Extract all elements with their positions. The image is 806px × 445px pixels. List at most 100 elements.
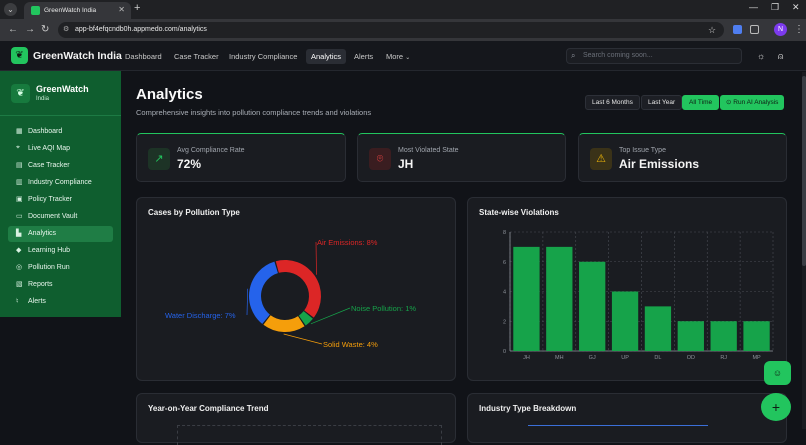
extension-icon[interactable] <box>733 25 742 34</box>
favicon-icon <box>31 6 40 15</box>
browser-tab-title: GreenWatch India <box>44 7 97 14</box>
site-info-icon[interactable]: ⚙ <box>63 26 70 33</box>
sun-icon[interactable]: ☼ <box>757 51 766 61</box>
yoy-trend-card: Year-on-Year Compliance Trend <box>136 393 456 445</box>
url-text: app-bf4efqcndb0h.appmedo.com/analytics <box>75 26 207 33</box>
sidebar-item-live-aqi-map[interactable]: ⌖ Live AQI Map <box>8 141 113 157</box>
x-tick-label: JH <box>523 355 530 361</box>
address-bar[interactable]: ⚙ app-bf4efqcndb0h.appmedo.com/analytics… <box>58 22 724 38</box>
bar[interactable] <box>644 306 672 351</box>
bar[interactable] <box>710 321 737 351</box>
sidebar-item-case-tracker[interactable]: ▤ Case Tracker <box>8 158 113 174</box>
nav-industry-compliance[interactable]: Industry Compliance <box>229 52 298 61</box>
browser-toolbar: ← → ↻ ⚙ app-bf4efqcndb0h.appmedo.com/ana… <box>0 19 806 41</box>
nav-more-label: More <box>386 52 404 61</box>
nav-analytics[interactable]: Analytics <box>306 49 347 64</box>
app-name[interactable]: GreenWatch India <box>33 50 122 62</box>
sidebar-item-learning-hub[interactable]: ◆ Learning Hub <box>8 243 113 259</box>
x-tick-label: GJ <box>589 355 596 361</box>
slice-leader-line <box>246 288 249 316</box>
browser-tab[interactable]: GreenWatch India ✕ <box>24 2 131 19</box>
card-title: Industry Type Breakdown <box>479 404 577 413</box>
tab-search-icon[interactable]: ⌄ <box>4 3 17 16</box>
stat-card-compliance: ↗ Avg Compliance Rate 72% <box>136 133 346 182</box>
minimize-icon[interactable]: — <box>749 2 758 12</box>
stat-label: Avg Compliance Rate <box>177 147 245 154</box>
close-tab-icon[interactable]: ✕ <box>118 5 125 14</box>
extensions-puzzle-icon[interactable] <box>750 25 759 34</box>
search-icon: ⌕ <box>571 51 576 60</box>
x-tick-label: MH <box>555 355 564 361</box>
forward-icon[interactable]: → <box>25 24 35 35</box>
dashboard-icon: ▦ <box>16 128 23 135</box>
scrollbar-thumb[interactable] <box>802 76 806 266</box>
reload-icon[interactable]: ↻ <box>41 24 50 35</box>
policy-icon: ▣ <box>16 196 23 203</box>
sidebar-item-label: Case Tracker <box>28 162 70 169</box>
app-header: ❦ GreenWatch India Dashboard Case Tracke… <box>0 41 806 71</box>
building-icon: ▥ <box>16 179 23 186</box>
close-window-icon[interactable]: ✕ <box>792 2 800 12</box>
pie-slice[interactable] <box>249 261 278 324</box>
nav-alerts[interactable]: Alerts <box>354 52 374 61</box>
filter-last-year[interactable]: Last Year <box>641 95 683 110</box>
sidebar-item-industry-compliance[interactable]: ▥ Industry Compliance <box>8 175 113 191</box>
map-icon: ⌖ <box>16 144 20 151</box>
stat-value: Air Emissions <box>619 157 700 171</box>
user-icon[interactable]: ⍝ <box>778 51 784 61</box>
bar[interactable] <box>611 291 639 352</box>
stat-label: Most Violated State <box>398 147 459 154</box>
sidebar-item-policy-tracker[interactable]: ▣ Policy Tracker <box>8 192 113 208</box>
sidebar-item-label: Pollution Run <box>28 264 70 271</box>
pie-slice[interactable] <box>298 311 313 326</box>
reports-icon: ▧ <box>16 281 23 288</box>
chatbot-button[interactable]: ☺ <box>764 361 791 385</box>
sidebar-item-reports[interactable]: ▧ Reports <box>8 277 113 293</box>
maximize-icon[interactable]: ❐ <box>771 2 780 12</box>
pie-slice[interactable] <box>275 260 321 318</box>
sidebar-item-document-vault[interactable]: ▭ Document Vault <box>8 209 113 225</box>
state-violations-card: State-wise Violations 0 2 4 6 8 JH MH GJ UP DL OD R… <box>467 197 787 381</box>
slice-leader-line <box>315 241 317 275</box>
filter-last-6-months[interactable]: Last 6 Months <box>585 95 640 110</box>
sidebar-item-pollution-run[interactable]: ◎ Pollution Run <box>8 260 113 276</box>
sidebar-item-dashboard[interactable]: ▦ Dashboard <box>8 124 113 140</box>
search-input[interactable]: ⌕ Search coming soon... <box>566 48 742 64</box>
card-title: Cases by Pollution Type <box>148 208 240 217</box>
leaf-logo-icon[interactable]: ❦ <box>11 47 28 64</box>
bar[interactable] <box>743 321 770 351</box>
stat-card-top-issue: ⚠ Top Issue Type Air Emissions <box>578 133 787 182</box>
bar[interactable] <box>546 246 573 351</box>
sidebar-item-label: Dashboard <box>28 128 63 135</box>
sidebar-title: GreenWatch <box>36 84 89 94</box>
bar[interactable] <box>677 321 704 351</box>
sidebar-item-alerts[interactable]: ♮ Alerts <box>8 294 113 310</box>
slice-leader-line <box>310 307 351 325</box>
sidebar-item-analytics[interactable]: ▙ Analytics <box>8 226 113 242</box>
x-tick-label: DL <box>654 355 661 361</box>
pie-slice[interactable] <box>263 315 305 332</box>
slice-label: Noise Pollution: 1% <box>351 304 416 313</box>
sidebar-item-label: Document Vault <box>28 213 78 220</box>
run-ai-analysis-button[interactable]: ⊙ Run AI Analysis <box>720 95 785 110</box>
browser-menu-icon[interactable]: ⋮ <box>794 24 804 35</box>
bell-icon: ♮ <box>16 298 19 305</box>
nav-more[interactable]: More ⌄ <box>381 49 415 64</box>
filter-all-time[interactable]: All Time <box>682 95 720 110</box>
pollution-type-card: Cases by Pollution Type Air Emissions: 8… <box>136 197 456 381</box>
add-button[interactable]: + <box>761 393 791 421</box>
profile-avatar[interactable]: N <box>774 23 787 36</box>
stat-label: Top Issue Type <box>619 147 666 154</box>
nav-dashboard[interactable]: Dashboard <box>125 52 162 61</box>
card-title: Year-on-Year Compliance Trend <box>148 404 269 413</box>
new-tab-icon[interactable]: + <box>134 2 141 14</box>
sparkle-icon: ⊙ <box>726 99 734 106</box>
bar[interactable] <box>579 261 606 351</box>
bookmark-star-icon[interactable]: ☆ <box>708 25 717 35</box>
stat-value: JH <box>398 157 414 171</box>
y-tick-label: 0 <box>503 349 506 355</box>
slice-label: Air Emissions: 8% <box>317 238 378 247</box>
nav-case-tracker[interactable]: Case Tracker <box>174 52 219 61</box>
back-icon[interactable]: ← <box>8 24 18 35</box>
bar[interactable] <box>513 246 540 351</box>
